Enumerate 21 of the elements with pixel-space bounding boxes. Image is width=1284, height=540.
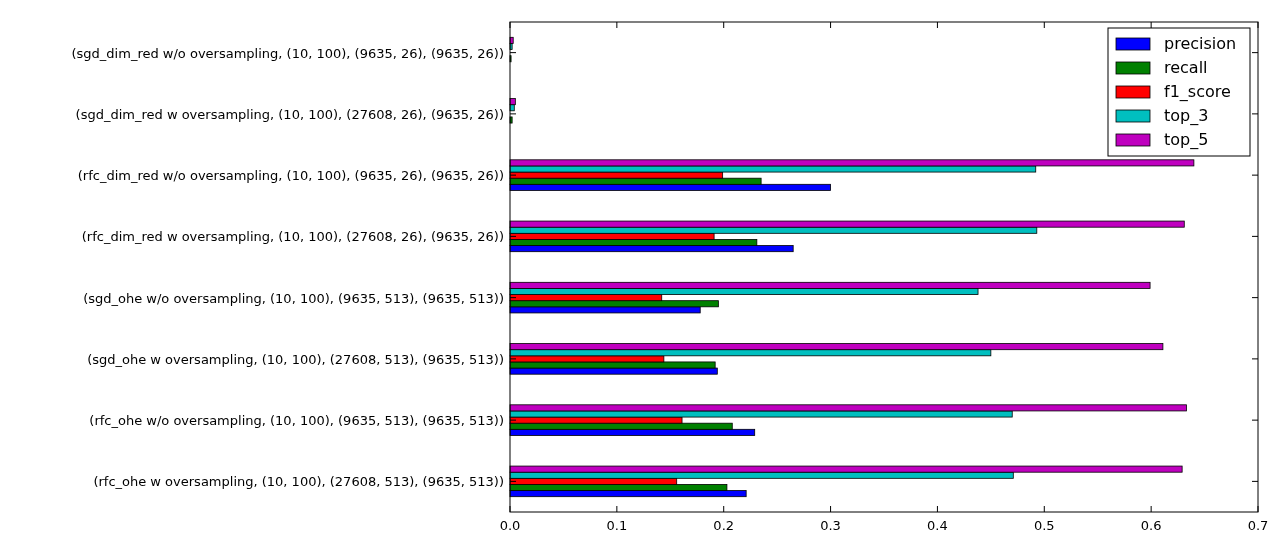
- x-tick-label: 0.3: [820, 518, 841, 533]
- legend-label: precision: [1164, 34, 1237, 53]
- y-tick-label: (rfc_dim_red w oversampling, (10, 100), (27608, 26), (9635, 26)): [81, 229, 504, 245]
- x-tick-label: 0.0: [499, 518, 521, 533]
- x-tick-label: 0.2: [713, 518, 735, 533]
- legend-label: top_5: [1164, 130, 1209, 150]
- x-tick-label: 0.4: [927, 518, 948, 533]
- x-tick-label: 0.5: [1033, 518, 1055, 533]
- y-tick-label: (rfc_dim_red w/o oversampling, (10, 100), (9635, 26), (9635, 26)): [77, 168, 504, 184]
- y-tick-label: (sgd_dim_red w/o oversampling, (10, 100), (9635, 26), (9635, 26)): [71, 45, 504, 61]
- y-tick-label: (rfc_ohe w/o oversampling, (10, 100), (9635, 513), (9635, 513)): [89, 413, 504, 429]
- x-tick-label: 0.6: [1140, 518, 1162, 533]
- y-tick-label: (rfc_ohe w oversampling, (10, 100), (27608, 513), (9635, 513)): [93, 474, 504, 490]
- x-tick-label: 0.1: [606, 518, 628, 533]
- y-tick-label: (sgd_ohe w/o oversampling, (10, 100), (9635, 513), (9635, 513)): [83, 290, 504, 306]
- y-tick-label: (sgd_ohe w oversampling, (10, 100), (27608, 513), (9635, 513)): [87, 351, 504, 367]
- legend-label: f1_score: [1164, 82, 1231, 102]
- legend-label: top_3: [1164, 106, 1209, 126]
- y-tick-label: (sgd_dim_red w oversampling, (10, 100), (27608, 26), (9635, 26)): [75, 106, 504, 122]
- x-tick-label: 0.7: [1247, 518, 1269, 533]
- legend-label: recall: [1164, 58, 1208, 77]
